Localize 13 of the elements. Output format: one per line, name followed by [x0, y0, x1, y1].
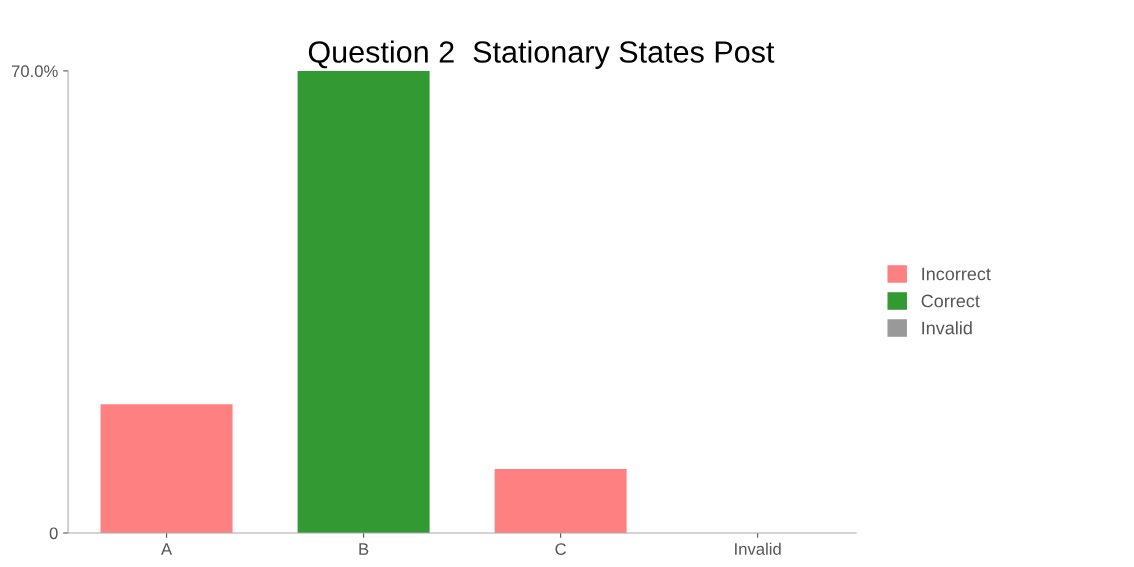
- bar: [100, 404, 233, 533]
- x-tick-label: B: [359, 543, 369, 555]
- x-tick-label: A: [161, 543, 173, 555]
- legend-label: Invalid: [922, 321, 972, 335]
- y-tick-label: 70.0%: [11, 65, 58, 78]
- legend-label: Correct: [921, 294, 980, 308]
- legend-label: Incorrect: [922, 267, 991, 281]
- bar: [494, 468, 627, 533]
- bar: [297, 70, 430, 533]
- chart-title: Question 2 Stationary States Post: [308, 40, 775, 69]
- y-tick-label: 0: [49, 527, 58, 540]
- x-tick-label: C: [555, 543, 566, 555]
- x-tick-label: Invalid: [735, 542, 781, 555]
